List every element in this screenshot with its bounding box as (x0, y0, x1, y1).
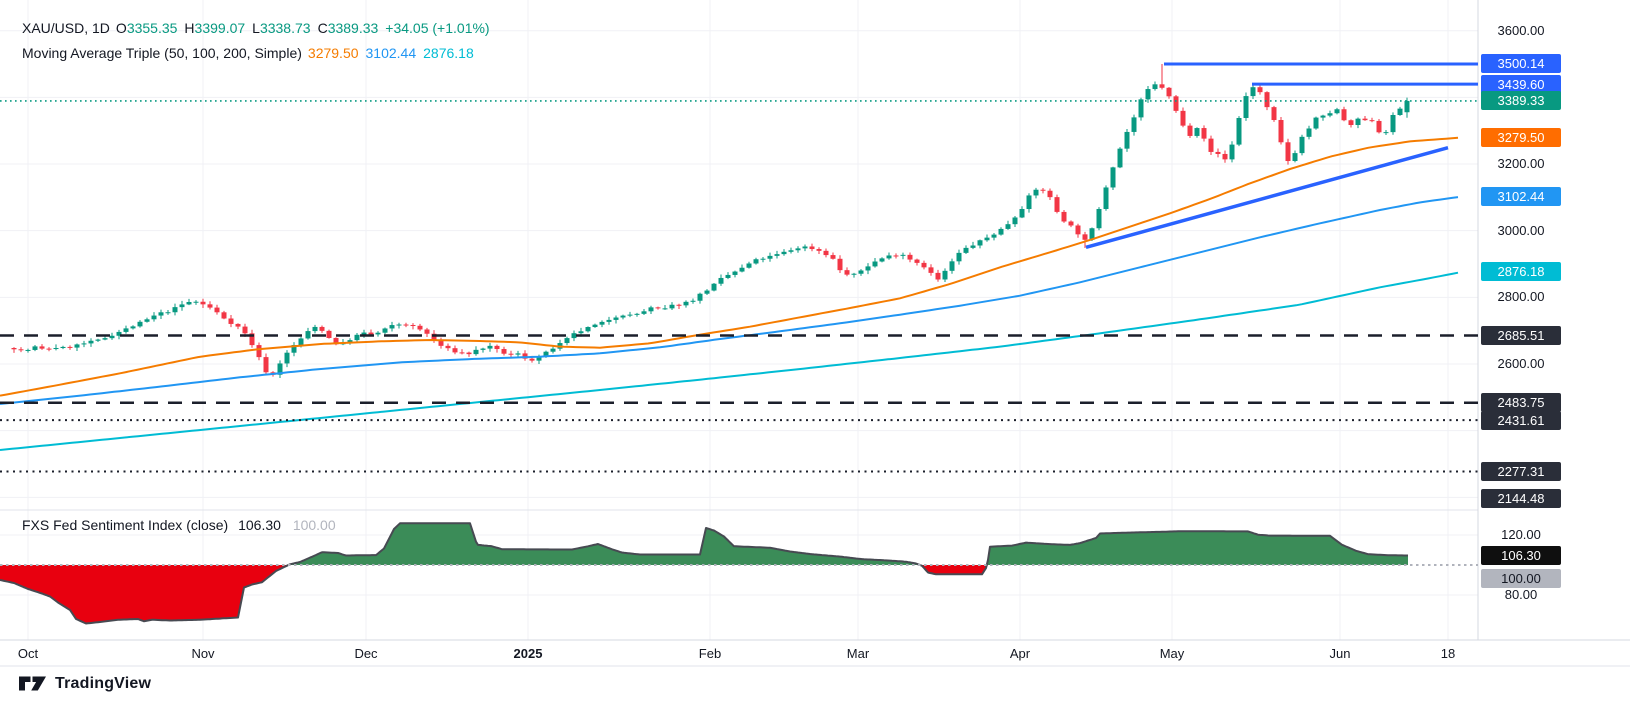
price-badge-3439.60: 3439.60 (1481, 74, 1561, 94)
sentiment-tick-80.00: 80.00 (1504, 587, 1538, 602)
ohlc-key: O (115, 20, 127, 36)
price-badge-3279.50: 3279.50 (1481, 128, 1561, 148)
price-tick-2800.00: 2800.00 (1497, 289, 1545, 305)
sentiment-badge-106.30: 106.30 (1481, 546, 1561, 566)
sentiment-baseline-value: 100.00 (292, 517, 336, 533)
gridlines (0, 0, 1478, 640)
ma-indicator-title[interactable]: Moving Average Triple (50, 100, 200, Sim… (22, 45, 302, 61)
ohlc-key: C (317, 20, 328, 36)
price-badge-2277.31: 2277.31 (1481, 462, 1561, 482)
price-tick-3000.00: 3000.00 (1497, 222, 1545, 238)
ma200-line (0, 271, 1459, 451)
ma50-line (0, 136, 1459, 397)
sentiment-area-series (0, 522, 1478, 625)
sentiment-area-positive (0, 523, 1408, 565)
time-tick-Apr: Apr (1009, 646, 1031, 661)
ohlc-key: L (252, 20, 260, 36)
tradingview-logo[interactable]: TradingView (18, 674, 151, 693)
ma100-line (0, 196, 1459, 405)
sentiment-line (0, 522, 1408, 625)
tradingview-logo-icon (19, 676, 46, 691)
moving-average-lines (0, 136, 1459, 451)
price-tick-2600.00: 2600.00 (1497, 356, 1545, 371)
ma-value: 3279.50 (307, 45, 359, 61)
sentiment-area-negative (0, 565, 1408, 624)
time-tick-18: 18 (1440, 646, 1456, 661)
symbol-title[interactable]: XAU/USD, 1D (22, 20, 110, 36)
price-badge-3389.33: 3389.33 (1481, 91, 1561, 111)
price-badge-2685.51: 2685.51 (1481, 325, 1561, 345)
ohlc-value: 3399.07 (194, 20, 246, 36)
ma-legend: Moving Average Triple (50, 100, 200, Sim… (22, 45, 481, 61)
price-tick-3600.00: 3600.00 (1497, 22, 1545, 38)
sentiment-indicator-title[interactable]: FXS Fed Sentiment Index (close) (22, 517, 229, 533)
ohlc-key: H (184, 20, 195, 36)
time-tick-Mar: Mar (846, 646, 870, 661)
ma-value: 2876.18 (423, 45, 474, 61)
ohlc-value: 3389.33 (327, 20, 379, 36)
change-value: +34.05 (+1.01%) (385, 20, 490, 36)
time-tick-Nov: Nov (191, 646, 215, 661)
ohlc-value: 3355.35 (126, 20, 178, 36)
ohlc-value: 3338.73 (259, 20, 311, 36)
time-tick-Dec: Dec (354, 646, 378, 661)
price-badge-2483.75: 2483.75 (1481, 393, 1561, 413)
price-badge-2431.61: 2431.61 (1481, 410, 1561, 430)
price-badge-3102.44: 3102.44 (1481, 187, 1561, 207)
sentiment-value: 106.30 (238, 517, 281, 533)
sentiment-badge-100.00: 100.00 (1481, 568, 1561, 588)
blue-trendline[interactable] (1085, 146, 1449, 250)
price-badge-3500.14: 3500.14 (1481, 54, 1561, 74)
ma-value: 3102.44 (365, 45, 417, 61)
time-tick-May: May (1159, 646, 1185, 661)
time-tick-2025: 2025 (513, 646, 543, 661)
sentiment-tick-120.00: 120.00 (1501, 527, 1541, 542)
time-tick-Jun: Jun (1329, 646, 1351, 661)
drawings[interactable] (0, 62, 1478, 473)
price-badge-2876.18: 2876.18 (1481, 262, 1561, 282)
price-badge-2144.48: 2144.48 (1481, 488, 1561, 508)
price-tick-3200.00: 3200.00 (1497, 156, 1545, 172)
tradingview-logo-text: TradingView (55, 674, 152, 692)
time-tick-Oct: Oct (17, 646, 39, 661)
sentiment-legend: FXS Fed Sentiment Index (close) 106.30 1… (22, 517, 336, 533)
time-tick-Feb: Feb (698, 646, 722, 661)
pane-borders (0, 0, 1630, 667)
main-legend: XAU/USD, 1D O3355.35 H3399.07 L3338.73 C3389… (22, 20, 490, 36)
